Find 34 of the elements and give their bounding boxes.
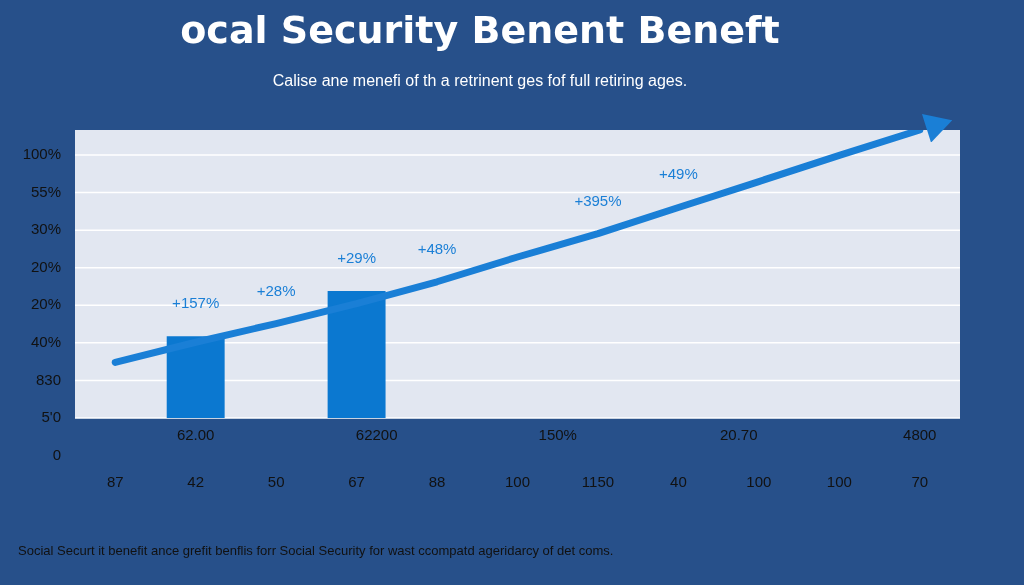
text: 20% <box>30 257 61 275</box>
x-tick-label: 100 <box>746 473 772 491</box>
x-tick-label: 50 <box>267 473 285 491</box>
chart-subtitle: Calise ane menefi of th a retrinent ges fof full retiring ages. <box>271 72 689 90</box>
text: Social Securt it benefit ance grefit benflis forr Social Security for wast ccompatd ageridarcy of det coms. <box>18 543 614 558</box>
text: 55% <box>30 182 61 200</box>
text: 150% <box>538 426 577 443</box>
chart-title: ocal Security Benent Beneft <box>179 8 781 52</box>
x-tick-label: 40 <box>670 473 687 491</box>
x-tick-label: 67 <box>348 473 365 491</box>
x-tick-label: 88 <box>428 473 446 491</box>
text: 62200 <box>355 426 398 443</box>
text: 100% <box>22 145 61 163</box>
annotation: +157% <box>172 294 220 312</box>
annotation: +48% <box>417 239 457 257</box>
text: 4800 <box>903 426 937 443</box>
x-tick-label: 100 <box>504 473 531 491</box>
annotation: +29% <box>337 248 376 266</box>
text: 30% <box>30 220 61 238</box>
annotation: +49% <box>659 165 698 183</box>
x-tick-label: 70 <box>911 473 929 491</box>
text: 20.70 <box>719 426 758 443</box>
annotation: +28% <box>256 281 296 299</box>
x-tick-label: 87 <box>106 473 124 491</box>
text: 0 <box>52 445 61 463</box>
text: 40% <box>30 333 61 350</box>
x-tick-label: 42 <box>187 473 205 491</box>
annotation: +395% <box>574 191 622 209</box>
x-tick-label: 100 <box>826 473 852 491</box>
text: 830 <box>35 370 61 388</box>
text: 62.00 <box>176 426 215 443</box>
x-tick-label: 1150 <box>581 473 615 491</box>
text: 5'0 <box>41 408 61 426</box>
text: 20% <box>30 295 61 313</box>
